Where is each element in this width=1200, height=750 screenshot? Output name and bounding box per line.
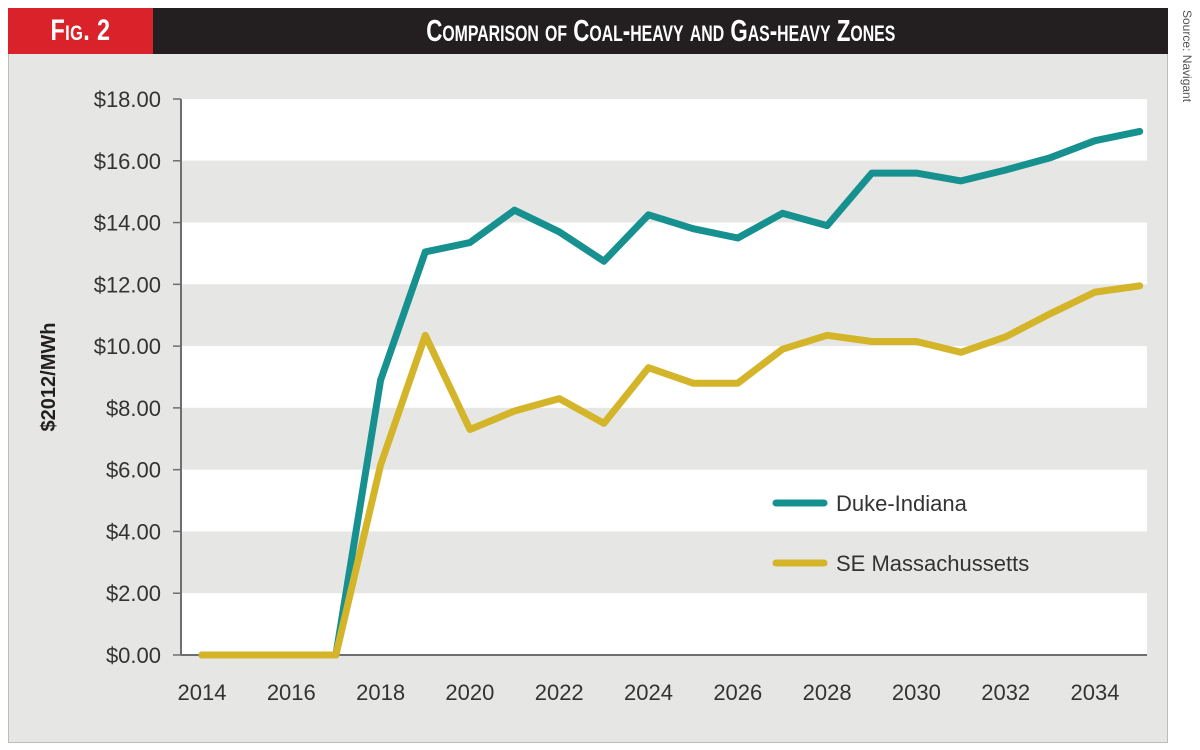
y-tick-label: $10.00 [94, 334, 161, 359]
axes [180, 99, 1147, 656]
x-tick-label: 2024 [624, 680, 673, 705]
grid-band [181, 531, 1147, 594]
x-tick-label: 2016 [267, 680, 316, 705]
series-line-duke-indiana [198, 127, 1144, 659]
y-tick-label: $14.00 [94, 211, 161, 236]
x-tick-label: 2014 [178, 680, 227, 705]
x-tick-label: 2028 [803, 680, 852, 705]
figure-number: Fig. 2 [50, 14, 111, 47]
grid-band [181, 593, 1147, 655]
x-tick-label: 2030 [892, 680, 941, 705]
grid-band [181, 346, 1147, 408]
y-tick-label: $2.00 [106, 581, 161, 606]
grid-band [181, 284, 1147, 347]
background-bands [181, 99, 1147, 655]
grid-band [181, 222, 1147, 285]
x-axis-ticks: 2014 2016 2018 2020 2022 2024 2026 2028 2030 2032… [178, 680, 1120, 705]
x-tick-label: 2034 [1071, 680, 1120, 705]
series-line-se-massachussetts [198, 282, 1144, 659]
source-credit: Source: Navigant [1180, 10, 1194, 103]
x-tick-label: 2032 [981, 680, 1030, 705]
y-axis-label: $2012/MWh [38, 323, 60, 432]
figure-number-badge: Fig. 2 [8, 8, 153, 54]
grid-band [181, 407, 1147, 470]
figure-header [8, 8, 1168, 54]
legend-label: SE Massachussetts [836, 551, 1029, 576]
x-tick-label: 2022 [535, 680, 584, 705]
x-tick-label: 2026 [713, 680, 762, 705]
y-tick-label: $16.00 [94, 149, 161, 174]
x-tick-label: 2020 [445, 680, 494, 705]
legend: Duke-Indiana SE Massachussetts [772, 491, 1029, 576]
y-tick-label: $8.00 [106, 396, 161, 421]
y-tick-label: $12.00 [94, 272, 161, 297]
chart-title-text: Comparison of Coal-heavy and Gas-heavy Z… [425, 13, 896, 48]
y-tick-label: $6.00 [106, 458, 161, 483]
y-tick-label: $18.00 [94, 87, 161, 112]
grid-band [181, 160, 1147, 223]
y-tick-label: $0.00 [106, 643, 161, 668]
grid-band [181, 469, 1147, 532]
grid-band [181, 99, 1147, 161]
chart-title: Comparison of Coal-heavy and Gas-heavy Z… [153, 8, 1168, 54]
legend-label: Duke-Indiana [836, 491, 968, 516]
y-tick-label: $4.00 [106, 519, 161, 544]
y-axis-ticks: $0.00 $2.00 $4.00 $6.00 $8.00 $10.00 $12.00 $14… [94, 87, 181, 668]
x-tick-label: 2018 [356, 680, 405, 705]
series-lines [198, 127, 1144, 659]
